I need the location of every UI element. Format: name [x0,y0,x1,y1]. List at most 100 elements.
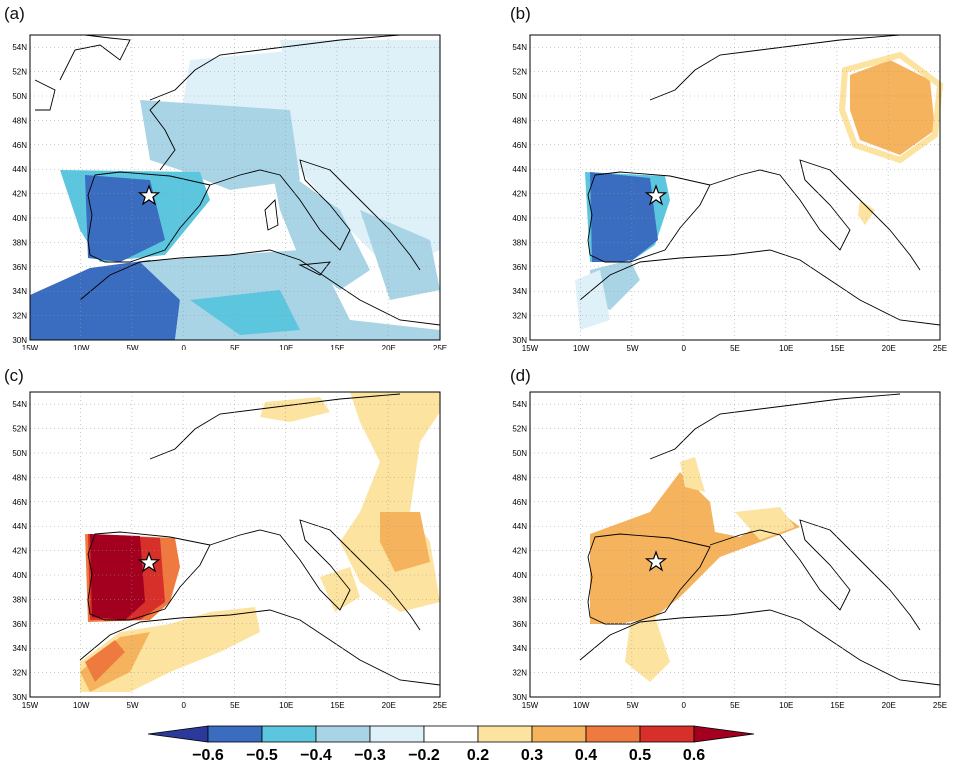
lat-tick-label: 44N [512,165,527,174]
colorbar: −0.6 −0.5 −0.4 −0.3 −0.2 0.2 0.3 0.4 0.5 0.6 [148,725,755,764]
lat-tick-label: 48N [12,116,27,125]
map-d: 15W 10W 5W 0 5E 10E 15E 20E 25E 30N 32N 34N 36N 38N 40… [512,391,947,710]
lat-tick-label: 52N [12,425,27,434]
lat-tick-label: 32N [12,669,27,678]
lon-tick-label: 5E [230,701,240,710]
lon-tick-label: 10W [73,701,90,710]
panel-b: (b) 15W 10W 5W 0 5E 10E 15E 20E 25E 30N 32N 34N 36N 3… [480,0,960,360]
lat-tick-label: 36N [12,620,27,629]
lon-tick-label: 0 [682,344,687,353]
lat-tick-label: 34N [12,644,27,653]
lon-tick-label: 20E [382,701,396,710]
colorbar-tick-label: 0.6 [683,747,705,764]
lat-tick-label: 54N [12,400,27,409]
lon-tick-label: 5W [127,701,139,710]
panel-d: (d) 15W 10W 5W 0 5E 10E 15E 20E 25E 30N 32N 34N 36N 3… [480,362,960,714]
lat-tick-label: 48N [12,473,27,482]
lon-tick-label: 0 [682,701,687,710]
lon-tick-label: 10E [279,344,293,350]
lat-tick-label: 32N [512,669,527,678]
lon-tick-label: 25E [933,701,947,710]
lat-tick-label: 42N [512,190,527,199]
colorbar-tick-label: 0.5 [629,747,651,764]
lat-tick-label: 30N [12,693,27,702]
lat-tick-label: 52N [12,68,27,77]
lat-tick-label: 50N [512,92,527,101]
colorbar-segment [423,725,479,743]
panel-label-c: (c) [4,366,24,385]
panel-label-d: (d) [510,366,531,385]
lon-tick-label: 15E [330,701,344,710]
lon-tick-label: 10E [279,701,293,710]
lon-tick-label: 5W [627,701,639,710]
lat-tick-label: 50N [12,449,27,458]
grid-a [30,35,440,340]
lat-tick-label: 42N [512,547,527,556]
colorbar-tick-label: −0.4 [300,747,332,764]
star-marker-d [644,550,668,572]
lat-tick-label: 36N [512,263,527,272]
axis-labels: 15W 10W 5W 0 5E 10E 15E 20E 25E 30N 32N 34N 36N 38N 40… [12,400,447,710]
lat-tick-label: 40N [12,571,27,580]
lon-tick-label: 5W [627,344,639,353]
lat-tick-label: 30N [12,336,27,345]
lat-tick-label: 52N [512,68,527,77]
lon-tick-label: 25E [933,344,947,353]
lon-tick-label: 10W [573,701,590,710]
star-marker-b [644,184,668,206]
lat-tick-label: 38N [12,595,27,604]
lat-tick-label: 38N [12,238,27,247]
lat-tick-label: 32N [512,312,527,321]
lat-tick-label: 40N [12,214,27,223]
lat-tick-label: 38N [512,595,527,604]
lat-tick-label: 48N [512,116,527,125]
lat-tick-label: 50N [512,449,527,458]
lon-tick-label: 15W [522,701,539,710]
map-frame-a [29,34,441,341]
lat-tick-label: 34N [12,287,27,296]
lat-tick-label: 30N [512,693,527,702]
lat-tick-label: 44N [12,522,27,531]
colorbar-segment [261,725,317,743]
lat-tick-label: 46N [512,498,527,507]
panel-c: (c) 15W 10W 5W 0 5E 10E 15E 20E 25E 30N [0,362,450,714]
lon-tick-label: 20E [882,344,896,353]
colorbar-segment [477,725,533,743]
lat-tick-label: 46N [512,141,527,150]
map-b: 15W 10W 5W 0 5E 10E 15E 20E 25E 30N 32N 34N 36N 38N 40… [512,34,947,353]
star-marker-a [137,184,161,206]
lat-tick-label: 48N [512,473,527,482]
lat-tick-label: 36N [12,263,27,272]
lon-tick-label: 10E [779,344,793,353]
colorbar-tick-label: −0.6 [192,747,224,764]
lon-tick-label: 15W [22,344,39,350]
lat-tick-label: 46N [12,141,27,150]
colorbar-tick-label: 0.2 [467,747,489,764]
lat-tick-label: 52N [512,425,527,434]
lat-tick-label: 34N [512,287,527,296]
colorbar-max-arrow [693,725,755,743]
lon-tick-label: 10E [779,701,793,710]
lat-tick-label: 54N [512,43,527,52]
lon-tick-label: 20E [382,344,396,350]
lon-tick-label: 15W [522,344,539,353]
colorbar-tick-label: −0.3 [354,747,386,764]
lon-tick-label: 10W [573,344,590,353]
lon-tick-label: 15E [830,701,844,710]
lat-tick-label: 38N [512,238,527,247]
lat-tick-label: 54N [512,400,527,409]
lat-tick-label: 30N [512,336,527,345]
lon-tick-label: 25E [433,344,447,350]
lat-tick-label: 32N [12,312,27,321]
axis-labels: 15W 10W 5W 0 5E 10E 15E 20E 25E 30N 32N 34N 36N 38N 40… [512,43,947,353]
lon-tick-label: 15E [330,344,344,350]
lon-tick-label: 15E [830,344,844,353]
lat-tick-label: 42N [12,547,27,556]
lat-tick-label: 44N [12,165,27,174]
lat-tick-label: 46N [12,498,27,507]
colorbar-segment [207,725,263,743]
lon-tick-label: 5E [730,344,740,353]
lat-tick-label: 44N [512,522,527,531]
colorbar-segment [369,725,425,743]
lon-tick-label: 10W [73,344,90,350]
